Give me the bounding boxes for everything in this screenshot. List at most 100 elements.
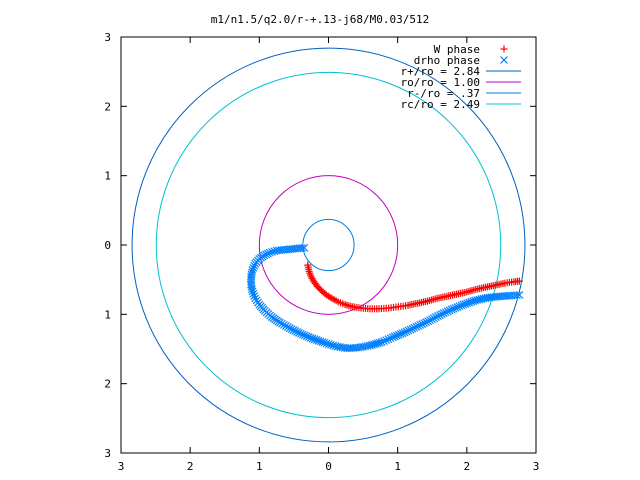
curve-layer [131,47,526,443]
drho-phase-point [412,322,421,331]
drho-phase-point [302,332,311,341]
drho-phase-point [447,305,456,314]
drho-phase-point [247,282,256,291]
drho-phase-point [388,333,397,342]
x-tick-label: 3 [118,460,125,473]
drho-phase-point [318,338,327,346]
drho-phase-point [406,325,415,334]
drho-phase-point [268,248,276,256]
y-tick-label: 3 [104,447,111,460]
legend-label: W phase [434,43,480,56]
drho-phase-point [262,250,270,259]
y-tick-label: 2 [104,378,111,391]
drho-phase-point [322,339,331,348]
drho-phase-point [295,328,303,337]
drho-phase-point [408,324,417,333]
w-phase-point [515,277,523,285]
drho-phase-point [435,311,444,319]
legend-label: rc/ro = 2.49 [401,98,480,111]
y-tick-label: 1 [104,308,111,321]
drho-phase-point [418,320,427,328]
drho-phase-point [265,248,274,257]
drho-phase-point [249,263,258,272]
drho-phase-point [377,338,386,346]
legend-marker [500,45,508,53]
drho-phase-point [329,341,338,350]
drho-phase-point [251,259,260,268]
x-tick-label: 0 [325,460,332,473]
drho-phase-point [394,330,403,339]
drho-phase-point [287,325,296,334]
drho-phase-point [515,290,524,299]
circle-rc-ro-2-49 [155,71,502,419]
drho-phase-point [432,313,440,322]
drho-phase-point [433,312,442,320]
drho-phase-point [392,331,401,340]
chart-title: m1/n1.5/q2.0/r-+.13-j68/M0.03/512 [211,13,430,26]
drho-phase-point [293,327,302,336]
legend-label: r+/ro = 2.84 [401,65,481,78]
drho-phase-point [275,246,283,255]
drho-phase-point [453,303,462,311]
drho-phase-point [249,289,258,298]
legend-label: r-/ro = .37 [407,87,480,100]
drho-phase-point [324,340,333,349]
drho-phase-point [410,323,419,332]
legend-label: drho phase [414,54,480,67]
drho-phase-point [414,321,423,330]
drho-phase-point [247,280,255,289]
x-tick-label: 2 [187,460,194,473]
drho-phase-point [263,249,272,258]
y-tick-label: 2 [104,100,111,113]
drho-phase-point [437,310,446,319]
drho-phase-point [443,307,452,316]
x-tick-label: 1 [394,460,401,473]
drho-phase-point [320,338,329,347]
drho-phase-point [441,308,450,317]
drho-phase-point [248,285,256,294]
x-tick-label: 1 [256,460,263,473]
drho-phase-point [384,335,393,344]
drho-phase-point [291,327,300,335]
drho-phase-point [298,330,307,339]
drho-phase-point [416,321,425,329]
legend-label: ro/ro = 1.00 [401,76,480,89]
drho-phase-point [289,326,298,334]
drho-phase-point [250,261,259,270]
drho-phase-point [451,303,460,312]
drho-phase-point [248,266,257,274]
drho-phase-point [380,337,388,346]
drho-phase-point [404,326,413,335]
drho-phase-point [400,328,409,337]
drho-phase-point [420,319,429,328]
drho-phase-point [422,318,431,327]
drho-phase-point [304,333,313,341]
drho-phase-point [327,340,335,349]
y-tick-label: 3 [104,31,111,44]
legend-marker [500,56,508,64]
drho-phase-point [390,332,399,341]
drho-phase-point [396,330,405,338]
drho-phase-point [296,329,305,338]
point-layer [247,243,524,353]
drho-phase-point [430,314,438,323]
drho-phase-point [455,302,464,311]
drho-phase-point [398,329,407,338]
drho-phase-point [426,316,434,325]
drho-phase-point [285,324,294,333]
drho-phase-point [424,317,433,326]
drho-phase-point [449,304,458,313]
circle-ro-ro-1-00 [258,175,399,315]
drho-phase-point [512,291,521,300]
drho-phase-point [300,331,309,340]
drho-phase-point [428,315,436,324]
y-tick-label: 1 [104,170,111,183]
x-tick-label: 2 [464,460,471,473]
drho-phase-point [402,327,411,336]
drho-phase-point [386,334,395,343]
drho-phase-point [248,287,257,296]
circle-r-ro-2-84 [131,47,526,443]
